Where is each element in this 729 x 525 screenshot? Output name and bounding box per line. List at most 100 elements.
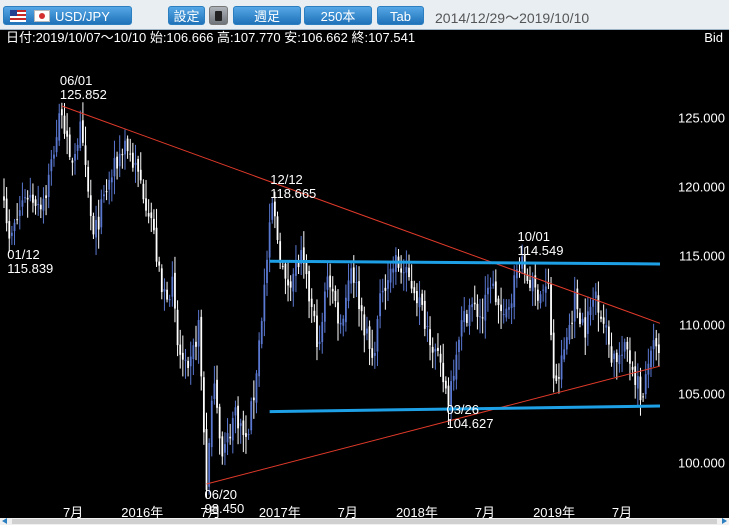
candle-body [345,297,347,323]
candle-body [55,137,58,153]
candle-body [618,355,621,365]
candle-body [594,291,597,299]
candle-body [513,275,516,308]
candle-body [384,287,387,291]
candle-body [642,396,644,398]
candle-body [536,289,539,301]
candle-body [358,281,360,310]
candle-body [239,423,242,426]
candle-body [95,219,97,238]
candle-body [163,289,166,292]
candle-body [68,134,71,158]
candle-body [150,212,153,219]
x-tick-label: 2016年 [121,505,163,520]
candle-body [366,328,368,334]
annotation-date: 10/01 [517,229,550,244]
candle-body [145,198,147,211]
candle-body [160,268,163,293]
ohlc-text: 日付:2019/10/07～10/10 始:106.666 高:107.770 … [6,30,416,45]
candle-body [289,281,292,288]
candle-body [18,210,21,217]
candle-body [526,274,529,281]
candle-body [37,203,40,205]
candle-body [297,262,300,268]
candle-body [271,202,274,220]
chart-scrollbar[interactable] [0,518,729,525]
currency-pair-button[interactable]: USD/JPY [3,6,132,25]
candle-body [331,288,334,292]
candle-body [229,436,232,439]
candle-body [53,154,55,159]
bar-count-button[interactable]: 250本 [304,6,372,25]
candle-body [287,279,289,286]
candle-body [82,120,84,143]
candle-body [242,420,245,436]
settings-button[interactable]: 設定 [168,6,205,25]
candle-body [481,317,484,319]
candle-body [139,169,142,181]
candle-body [34,199,37,206]
tab-button[interactable]: Tab [377,6,424,25]
candle-body [158,261,161,266]
candle-body [392,268,395,273]
x-tick-label: 7月 [201,505,221,520]
candle-body [373,353,376,356]
candle-body [197,319,200,347]
candle-body [615,352,618,363]
candle-body [258,340,261,377]
candle-body [655,338,658,347]
annotation-date: 06/01 [60,73,93,88]
candle-body [224,444,226,453]
candle-body [3,196,5,201]
candle-body [584,317,587,338]
annotation-value: 125.852 [60,87,107,102]
candle-body [389,268,392,283]
candle-body [260,321,263,345]
candle-body [634,366,637,385]
candle-body [408,267,410,278]
candle-body [168,299,171,301]
scroll-right-icon[interactable] [722,518,727,524]
scroll-left-icon[interactable] [2,518,7,524]
candle-body [103,194,105,197]
candle-body [74,154,76,161]
candle-body [234,407,237,416]
currency-pair-label: USD/JPY [55,9,110,24]
candle-body [252,397,255,401]
calculator-icon [215,11,222,21]
candle-body [153,218,155,231]
period-button[interactable]: 週足 [233,6,301,25]
candle-body [250,401,253,431]
candle-body [126,138,129,152]
candle-body [544,286,547,293]
candle-body [323,291,326,322]
candle-body [368,326,371,349]
candle-body [608,326,610,345]
candle-body [129,153,132,155]
candle-body [484,294,487,321]
candle-body [555,375,558,381]
candle-body [629,350,631,364]
candle-body [410,280,413,289]
scrollbar-thumb[interactable] [12,519,717,524]
y-tick-label: 115.000 [679,249,725,264]
calculator-button[interactable] [209,6,228,25]
candle-body [39,204,42,210]
candle-body [621,354,623,356]
candle-body [66,130,69,137]
candle-body [195,341,197,347]
candle-body [515,269,518,279]
candle-body [266,259,268,284]
candle-body [371,348,374,358]
candle-body [292,273,295,292]
candle-body [571,322,573,324]
candle-body [276,216,279,240]
candle-body [181,352,184,360]
annotation-date: 06/20 [205,487,238,502]
candle-body [42,198,45,211]
candle-body [473,302,476,305]
x-tick-label: 7月 [338,505,358,520]
candle-body [450,381,453,409]
candle-body [300,250,303,265]
